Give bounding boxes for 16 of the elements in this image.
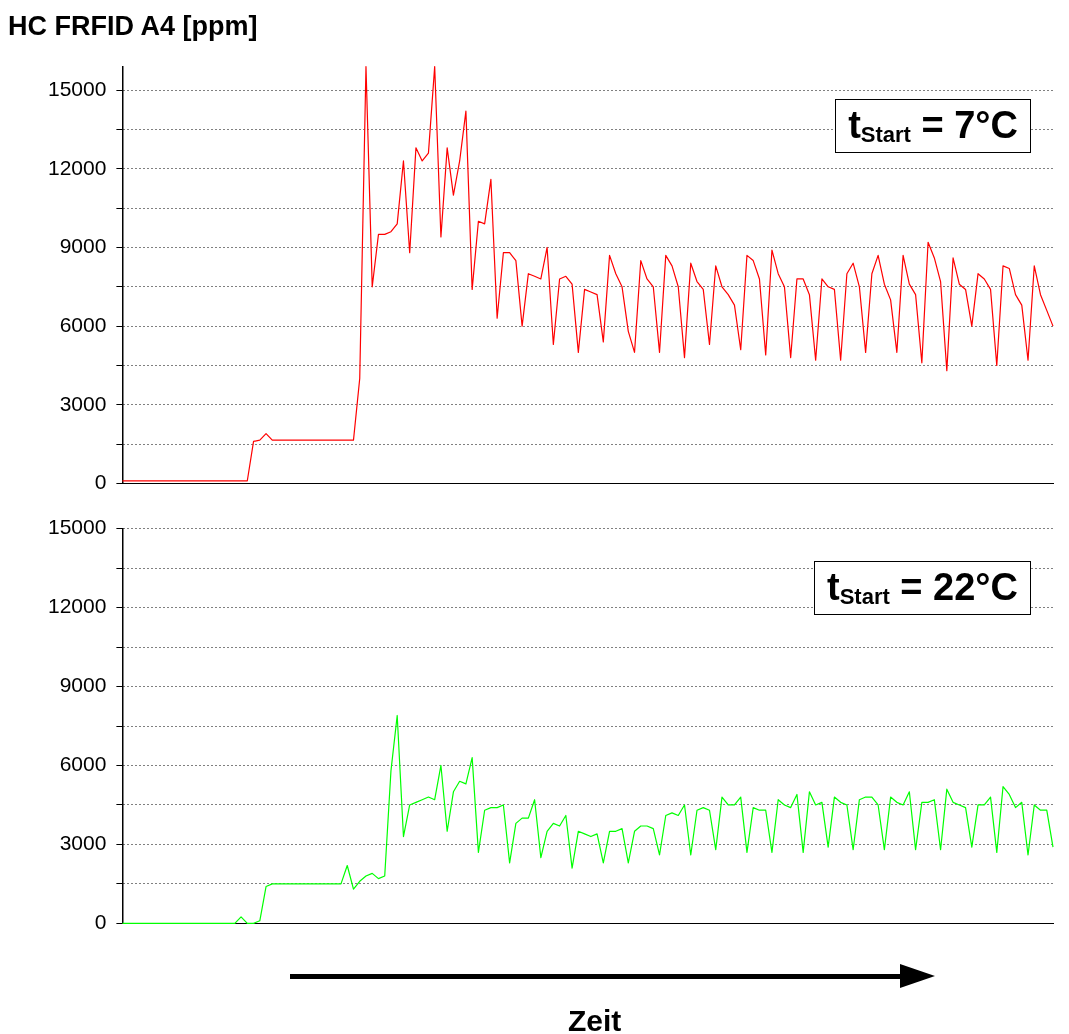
y-tick-label: 15000 — [47, 76, 107, 100]
annotation: t$_{Start}$ = 22°C — [814, 561, 1031, 615]
y-tick-label: 0 — [94, 470, 107, 494]
y-tick-label: 3000 — [59, 391, 107, 415]
y-tick-label: 6000 — [59, 752, 107, 776]
chart-title: HC FRFID A4 [ppm] — [8, 10, 259, 43]
y-tick-label: 0 — [94, 910, 107, 934]
annotation: t$_{Start}$ = 7°C — [835, 99, 1031, 153]
x-axis-title: Zeit — [568, 1004, 622, 1034]
y-tick-label: 12000 — [47, 155, 107, 179]
y-tick-label: 3000 — [59, 831, 107, 855]
y-tick-label: 15000 — [47, 515, 107, 539]
y-tick-label: 6000 — [59, 312, 107, 336]
y-tick-label: 12000 — [47, 594, 107, 618]
y-tick-label: 9000 — [59, 234, 107, 258]
y-tick-label: 9000 — [59, 673, 107, 697]
